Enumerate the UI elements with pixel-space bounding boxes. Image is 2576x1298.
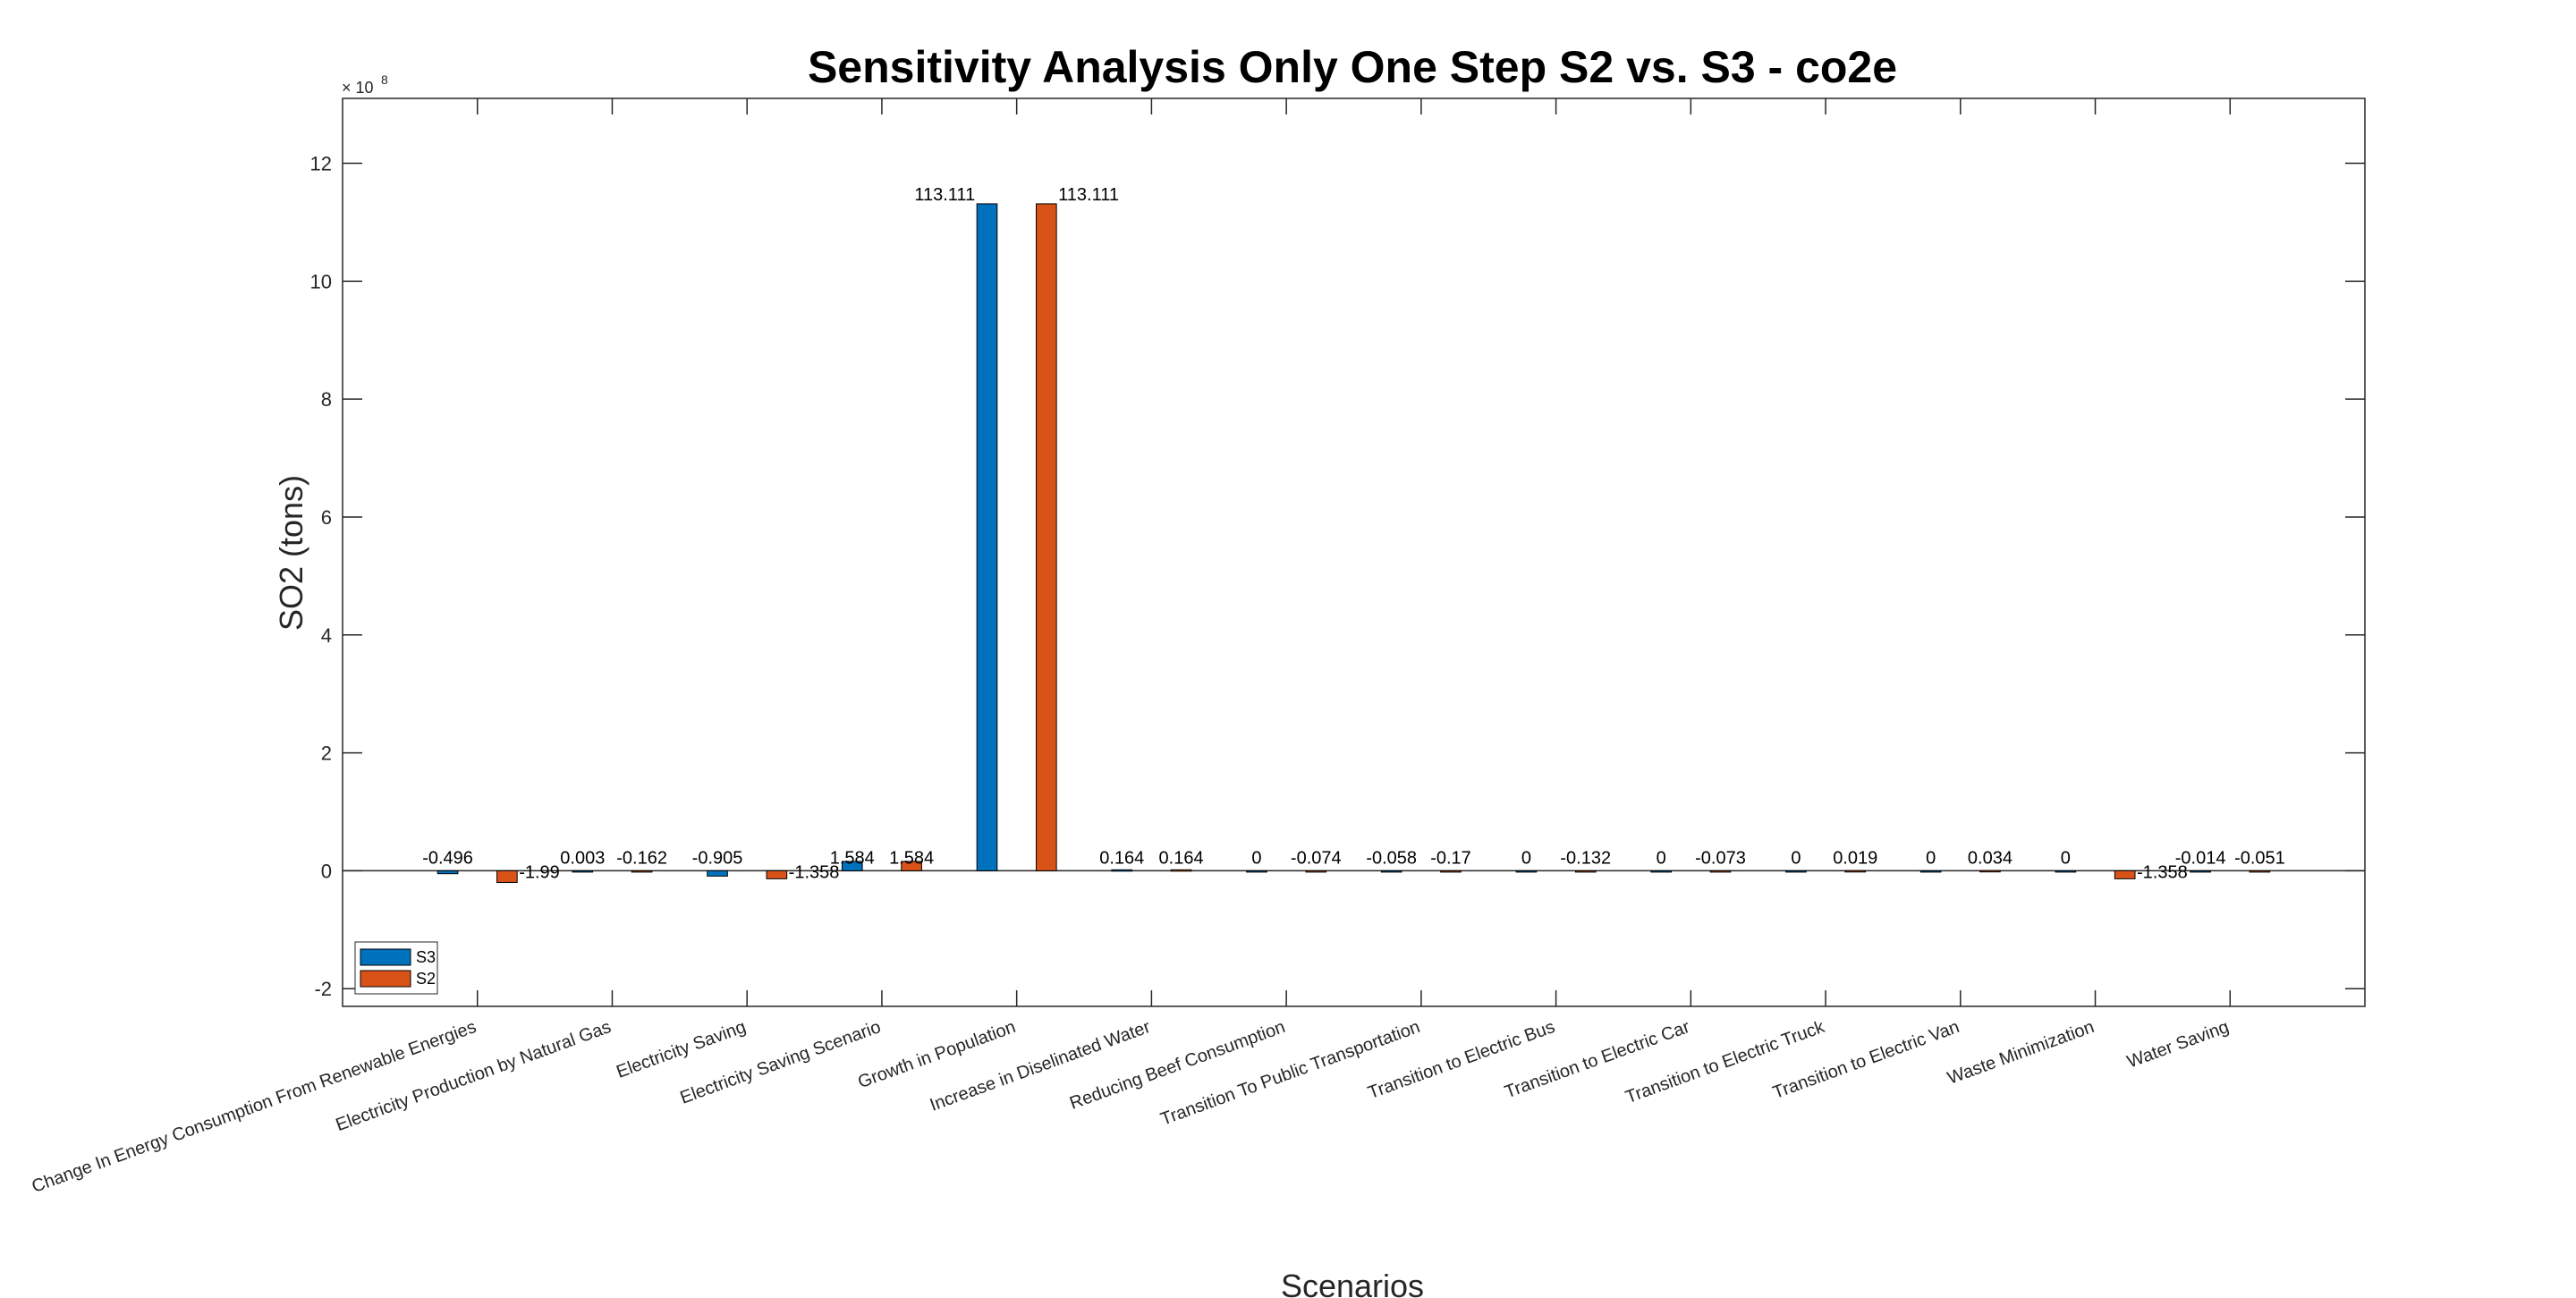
y-tick-label: 4 [321,624,332,647]
data-label-s2: -0.132 [1560,848,1611,868]
data-label-s2: -1.358 [2137,862,2188,882]
data-label-s2: -0.17 [1430,848,1471,868]
y-tick-label: 6 [321,506,332,529]
data-label-s3: 0 [1926,848,1936,868]
bar-s2 [901,861,922,871]
y-tick-label: 8 [321,388,332,411]
bar-s2 [631,870,653,873]
data-label-s3: 0 [2061,848,2071,868]
data-label-s3: 113.111 [914,185,975,205]
bar-s2 [1440,870,1462,873]
y-tick-label: 12 [310,153,332,175]
bar-s3 [1246,870,1267,873]
data-label-s2: 1.584 [889,848,934,868]
data-label-s3: 0 [1657,848,1666,868]
bar-s3 [2055,870,2077,873]
legend-swatch-s2 [360,970,411,988]
bar-s2 [496,870,518,884]
x-category-label: Transition To Public Transportation [1158,1017,1423,1130]
bar-s3 [1111,869,1133,872]
data-label-s2: 113.111 [1058,185,1119,205]
data-label-s2: 0.034 [1968,848,2012,868]
data-label-s2: -0.074 [1291,848,1342,868]
bar-s3 [1919,870,1942,873]
x-category-label: Reducing Beef Consumption [1067,1017,1288,1114]
bar-s2 [2249,870,2271,873]
data-label-s3: -0.905 [692,848,743,868]
data-label-s2: -1.358 [789,862,840,882]
bar-s2 [1709,870,1732,873]
data-label-s2: 0.164 [1159,848,1204,868]
legend-label-s3: S3 [416,948,436,966]
data-label-s2: 0.019 [1833,848,1877,868]
bar-s2 [1305,870,1327,873]
x-category-label: Water Saving [2124,1017,2232,1072]
legend-swatch-s3 [360,948,411,966]
bar-s3 [707,870,728,877]
data-label-s3: -0.058 [1366,848,1417,868]
bar-s3 [1785,870,1807,873]
bar-s3 [436,870,459,875]
x-axis-label: Scenarios [1281,1268,1424,1298]
data-label-s3: 0 [1251,848,1261,868]
bar-s2 [2114,870,2136,879]
bar-s2 [1170,869,1192,872]
data-label-s3: 0.164 [1099,848,1144,868]
bar-s3 [841,861,863,871]
data-label-s2: -0.162 [616,848,667,868]
bar-s3 [976,203,998,871]
x-category-label: Waste Minimization [1945,1017,2097,1089]
bar-s3 [1380,870,1402,873]
bar-s3 [572,870,594,873]
bar-s2 [1574,870,1597,873]
data-label-s3: 0 [1521,848,1531,868]
chart-title: Sensitivity Analysis Only One Step S2 vs… [808,42,1897,92]
bar-s2 [1844,870,1867,873]
data-label-s3: 0 [1791,848,1801,868]
data-label-s3: 1.584 [830,848,875,868]
data-label-s2: -0.051 [2234,848,2285,868]
bar-s3 [1650,870,1672,873]
y-exponent-power: 8 [381,72,388,87]
y-axis-label: SO2 (tons) [273,475,309,631]
axes-box [342,98,2366,1007]
data-label-s2: -0.073 [1695,848,1746,868]
y-tick-label: 0 [321,860,332,882]
y-tick-label: -2 [314,978,332,1000]
data-label-s2: -1.99 [519,862,560,882]
bar-s2 [1036,203,1057,871]
legend-label-s2: S2 [416,970,436,988]
bar-s3 [2190,870,2211,873]
bar-s2 [1979,870,2001,873]
y-tick-label: 10 [310,270,332,293]
y-tick-label: 2 [321,742,332,765]
x-category-label: Increase in Diselinated Water [928,1017,1154,1116]
y-exponent-base: × 10 [342,79,374,97]
data-label-s3: -0.014 [2175,848,2226,868]
bar-s3 [1515,870,1538,873]
data-label-s3: -0.496 [422,848,473,868]
bar-s2 [766,870,788,879]
data-label-s3: 0.003 [560,848,605,868]
